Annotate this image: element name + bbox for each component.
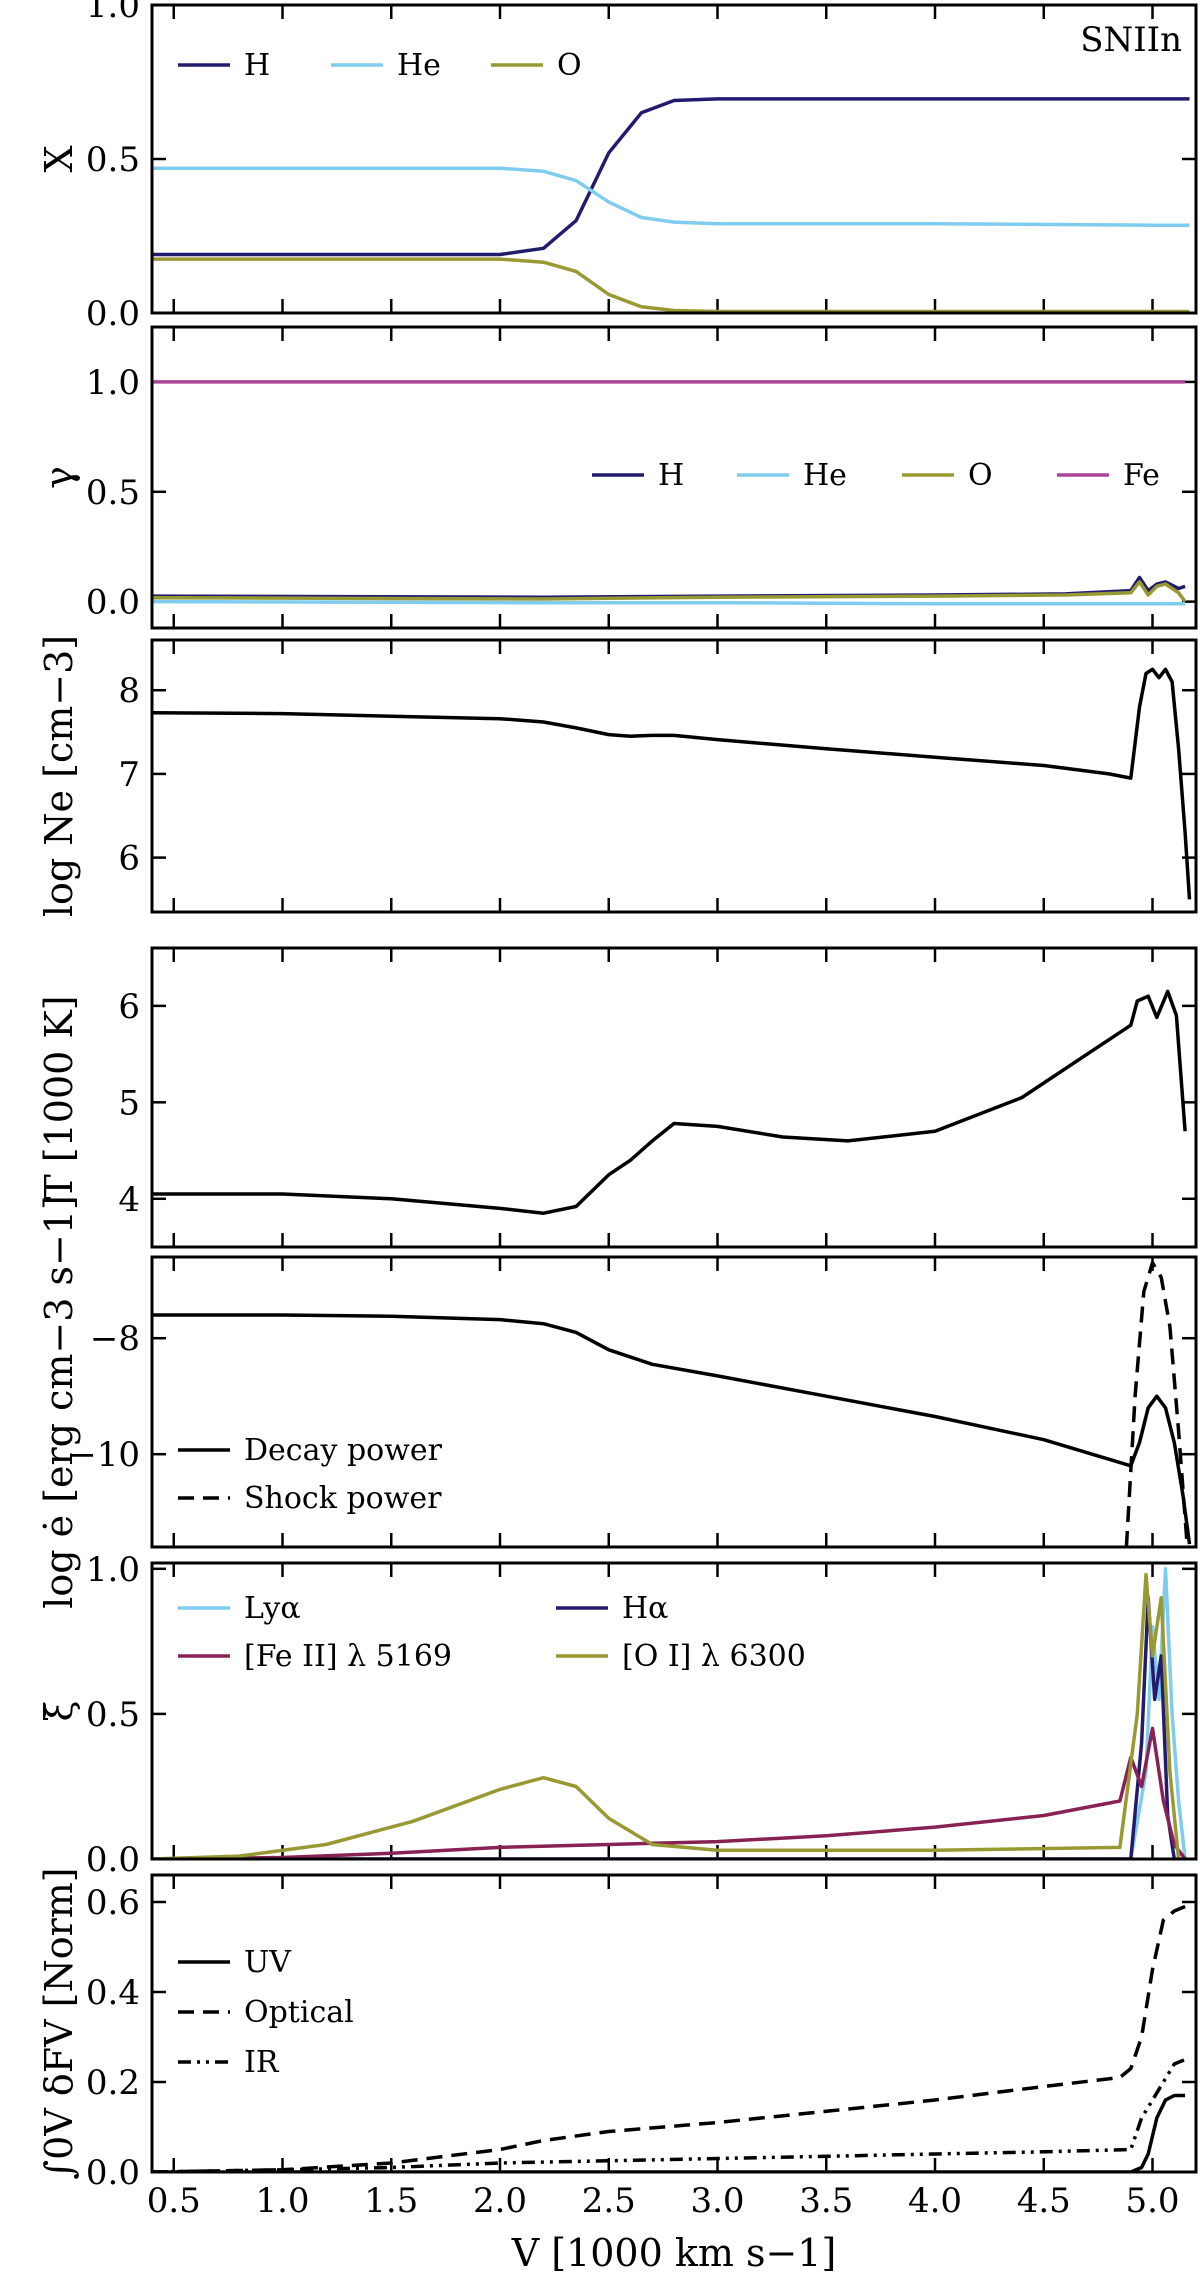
legend-label: Fe <box>1123 458 1160 493</box>
legend-label: Decay power <box>244 1433 443 1468</box>
series-line--o-i-6300 <box>152 1572 1181 1859</box>
y-tick-label: 0.0 <box>86 294 140 334</box>
y-tick-label: 4 <box>118 1180 140 1220</box>
x-tick-label: 4.5 <box>1017 2181 1071 2221</box>
legend-label: Optical <box>244 1995 354 2030</box>
legend-label: O <box>968 458 993 493</box>
legend-label: Lyα <box>244 1591 301 1626</box>
legend: Decay power Shock power <box>178 1433 443 1516</box>
series-line-o <box>152 257 1190 313</box>
y-tick-label: −10 <box>68 1435 140 1475</box>
y-tick-label: −8 <box>90 1319 140 1359</box>
y-axis-label: ξ̄ <box>37 1701 81 1722</box>
y-axis-label: ∫0V δFV [Norm] <box>37 1867 81 2179</box>
y-tick-label: 0.0 <box>86 1840 140 1880</box>
legend-label: O <box>557 48 582 83</box>
legend-label: He <box>397 48 441 83</box>
series-line-ly- <box>152 1567 1187 1859</box>
y-axis-label: log ė [erg cm−3 s−1] <box>37 1195 81 1609</box>
y-axis-label: X <box>37 145 81 172</box>
x-tick-label: 4.0 <box>908 2181 962 2221</box>
series-line-he <box>152 166 1190 227</box>
legend: H He O <box>178 48 582 83</box>
y-tick-label: 6 <box>118 839 140 879</box>
y-axis-label: T [1000 K] <box>37 995 81 1199</box>
y-tick-label: 8 <box>118 671 140 711</box>
legend-label: [Fe II] λ 5169 <box>244 1639 452 1674</box>
series-line-he <box>152 599 1186 606</box>
y-tick-label: 5 <box>118 1083 140 1123</box>
panel-annotation: SNIIn <box>1080 20 1182 60</box>
axes-frame <box>150 1873 1198 2174</box>
series-line-decay-power <box>152 1313 1192 1545</box>
legend: UV Optical IR <box>178 1945 354 2080</box>
y-tick-label: 7 <box>118 755 140 795</box>
y-tick-label: 0.2 <box>86 2063 140 2103</box>
x-tick-label: 2.5 <box>582 2181 636 2221</box>
y-tick-label: 0.5 <box>86 473 140 513</box>
legend: H He O Fe <box>592 458 1160 493</box>
panel-6: 0.0 0.5 1.0 ξ̄ Lyα Hα [Fe II] λ 5169 [O I] λ 63… <box>37 1550 1198 1880</box>
y-tick-label: 0.0 <box>86 2153 140 2193</box>
x-tick-label: 0.5 <box>147 2181 201 2221</box>
legend: Lyα Hα [Fe II] λ 5169 [O I] λ 6300 <box>178 1591 806 1674</box>
panel-2: 0.0 0.5 1.0 γ H He O Fe <box>37 325 1198 630</box>
y-axis-label: γ <box>37 466 81 489</box>
y-tick-label: 0.4 <box>86 1973 140 2013</box>
series-line-h <box>152 97 1190 257</box>
axes-frame <box>150 325 1198 630</box>
x-axis-label: V [1000 km s−1] <box>511 2231 837 2275</box>
series-line-uv <box>152 2093 1186 2172</box>
axes-frame <box>150 1561 1198 1861</box>
series-line-shock-power <box>1124 1261 1190 1547</box>
x-tick-label: 1.0 <box>255 2181 309 2221</box>
x-tick-label: 5.0 <box>1125 2181 1179 2221</box>
legend-label: [O I] λ 6300 <box>622 1639 806 1674</box>
series-line-optical <box>152 1904 1186 2172</box>
y-tick-label: 1.0 <box>86 363 140 403</box>
legend-label: IR <box>244 2045 280 2080</box>
legend-label: He <box>803 458 847 493</box>
y-tick-label: 0.6 <box>86 1883 140 1923</box>
legend-label: H <box>244 48 270 83</box>
x-tick-label: 3.0 <box>690 2181 744 2221</box>
x-tick-label: 1.5 <box>364 2181 418 2221</box>
y-tick-label: 6 <box>118 987 140 1027</box>
series-line-curve <box>152 667 1192 900</box>
axes-frame <box>150 3 1198 315</box>
axes-frame <box>150 638 1198 914</box>
legend-label: H <box>658 458 684 493</box>
axes-frame <box>150 946 1198 1249</box>
y-tick-label: 1.0 <box>86 1550 140 1590</box>
series-line-ir <box>152 2057 1186 2172</box>
panel-7: 0.0 0.2 0.4 0.6 0.5 1.0 1.5 2.0 2.5 3.0 3.5 4.0 4.5 5… <box>37 1867 1198 2221</box>
legend-label: UV <box>244 1945 292 1980</box>
y-tick-label: 0.5 <box>86 140 140 180</box>
panel-4: 4 5 6 T [1000 K] <box>37 946 1198 1249</box>
x-tick-label: 3.5 <box>799 2181 853 2221</box>
legend-label: Shock power <box>244 1481 442 1516</box>
panel-1: 0.0 0.5 1.0 X SNIIn H He O <box>37 0 1198 334</box>
y-tick-label: 0.0 <box>86 583 140 623</box>
series-line-o <box>152 580 1187 603</box>
series-line-curve <box>152 989 1187 1215</box>
x-tick-label: 2.0 <box>473 2181 527 2221</box>
y-tick-label: 0.5 <box>86 1695 140 1735</box>
axes-frame <box>150 1255 1198 1549</box>
legend-label: Hα <box>622 1591 668 1626</box>
series-line-h- <box>152 1596 1181 1859</box>
series-line--fe-ii-5169 <box>152 1726 1187 1859</box>
y-tick-label: 1.0 <box>86 0 140 26</box>
y-axis-label: log Ne [cm−3] <box>37 635 81 917</box>
panel-3: 6 7 8 log Ne [cm−3] <box>37 635 1198 917</box>
